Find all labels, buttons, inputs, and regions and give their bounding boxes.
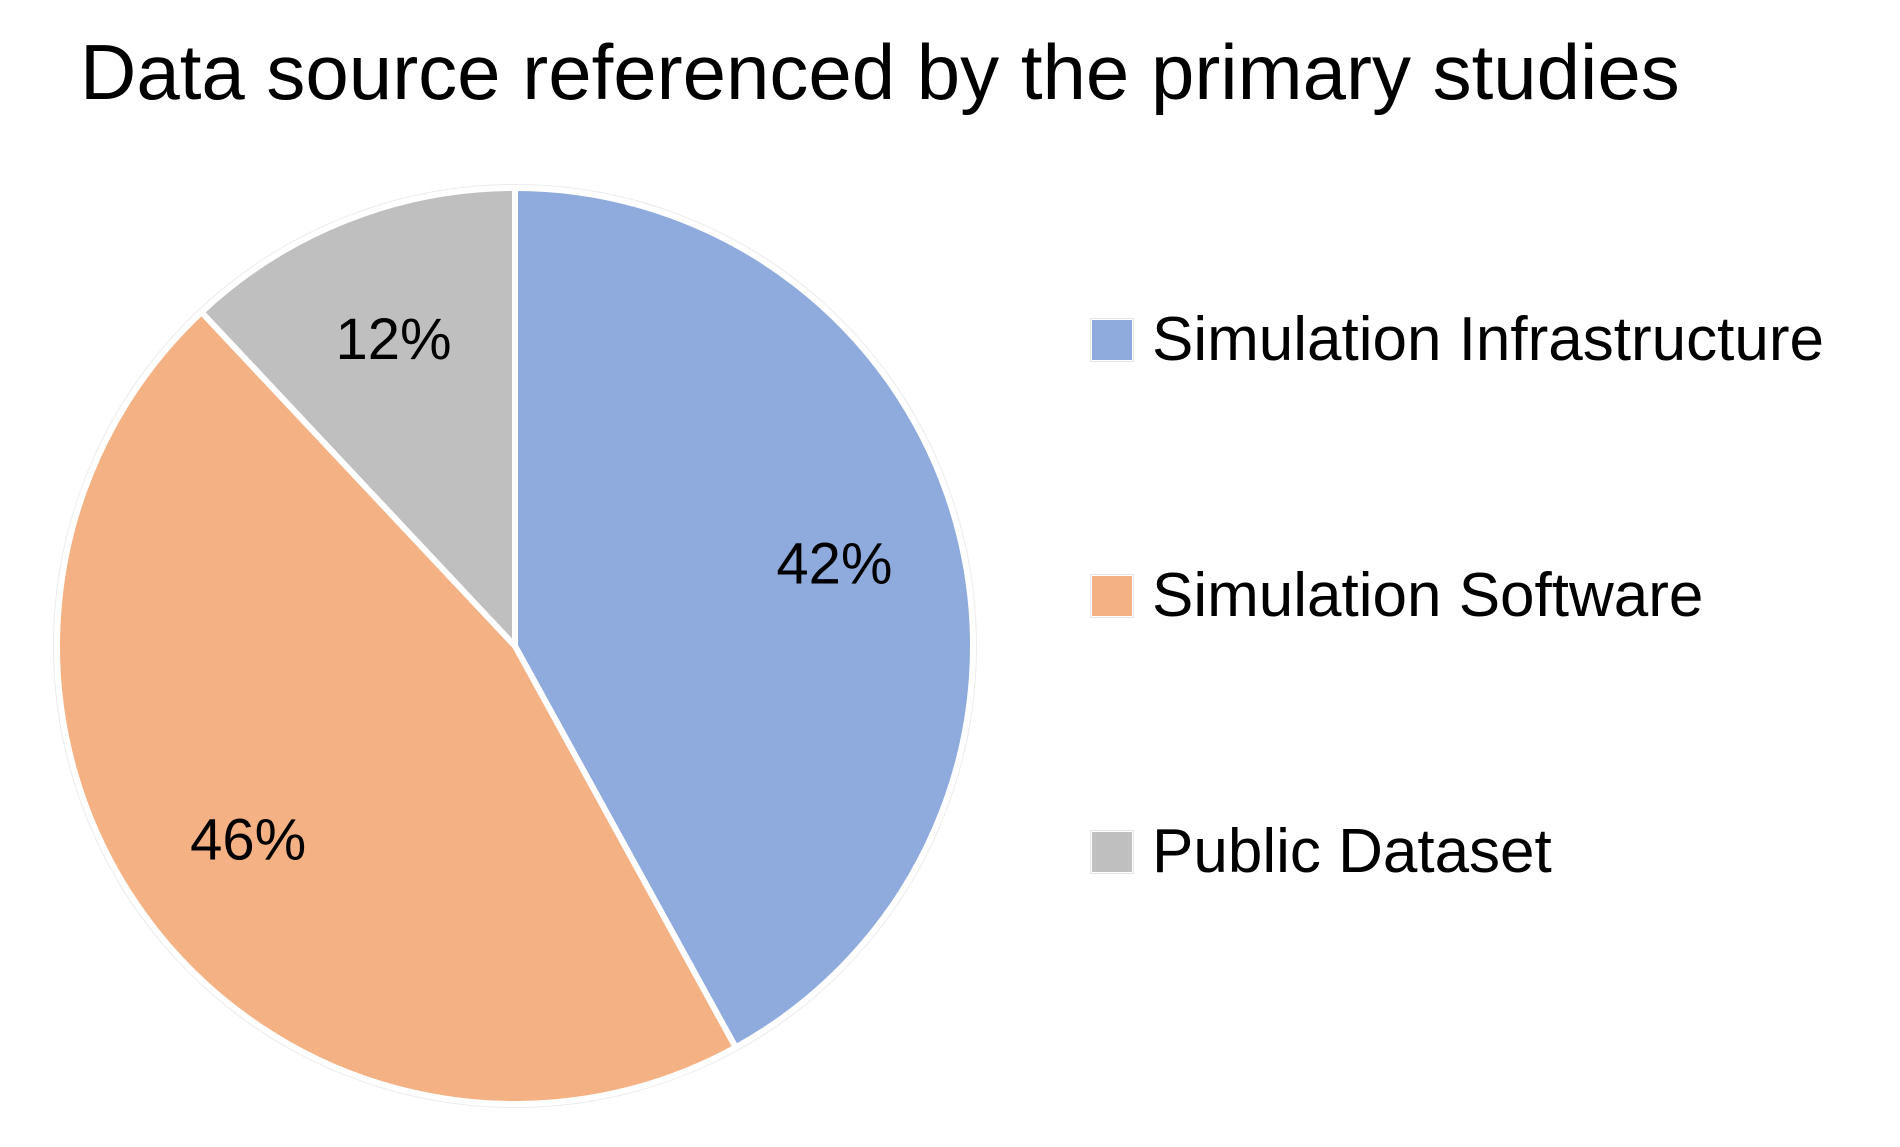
legend-item-public-dataset: Public Dataset — [1092, 812, 1552, 892]
pie-slice-public-dataset — [198, 185, 518, 649]
legend-item-simulation-infrastructure: Simulation Infrastructure — [1092, 300, 1824, 380]
legend-item-simulation-software: Simulation Software — [1092, 556, 1703, 636]
pie-slice-simulation-software — [54, 309, 739, 1108]
legend-swatch-simulation-infrastructure — [1092, 320, 1132, 360]
legend-label-public-dataset: Public Dataset — [1152, 817, 1552, 886]
legend-swatch-public-dataset — [1092, 832, 1132, 872]
legend-swatch-simulation-software — [1092, 576, 1132, 616]
pie-slice-simulation-infrastructure — [512, 185, 976, 1051]
data-label-simulation-infrastructure: 42% — [776, 531, 892, 596]
legend-label-simulation-infrastructure: Simulation Infrastructure — [1152, 305, 1824, 374]
data-label-public-dataset: 12% — [336, 307, 452, 372]
chart-title: Data source referenced by the primary st… — [80, 28, 1680, 116]
data-label-simulation-software: 46% — [190, 807, 306, 872]
legend-label-simulation-software: Simulation Software — [1152, 561, 1704, 630]
